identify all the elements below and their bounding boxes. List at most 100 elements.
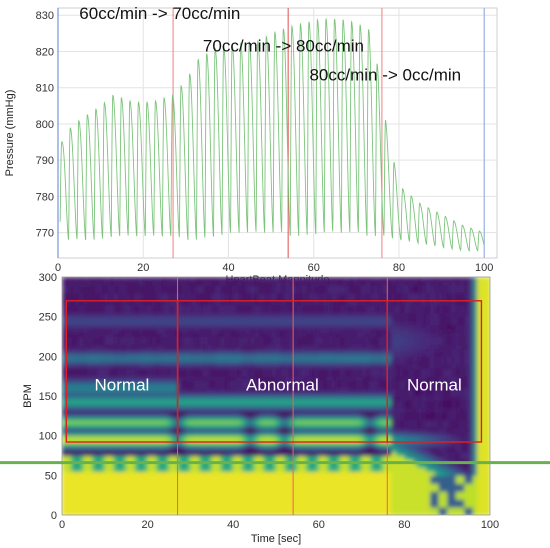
heatmap-cell [318,499,324,504]
heatmap-cell [267,443,273,449]
heatmap-cell [241,368,247,373]
heatmap-cell [387,340,393,346]
heatmap-cell [177,423,183,429]
heatmap-cell [79,296,84,302]
heatmap-cell [233,403,239,409]
heatmap-cell [203,348,209,353]
heatmap-cell [288,447,294,453]
heatmap-cell [139,384,144,389]
heatmap-cell [344,308,350,314]
heatmap-cell [340,300,346,306]
heatmap-cell [156,336,162,342]
heatmap-cell [220,360,226,365]
heatmap-cell [267,352,273,357]
heatmap-cell [160,280,166,286]
heatmap-cell [408,447,414,453]
heatmap-cell [348,495,354,500]
heatmap-cell [361,487,367,492]
heatmap-cell [284,316,290,322]
heatmap-cell [361,372,367,377]
heatmap-cell [169,380,174,385]
heatmap-cell [66,467,72,472]
heatmap-cell [288,392,294,397]
heatmap-cell [224,495,230,500]
heatmap-cell [335,451,341,457]
heatmap-cell [331,320,337,326]
heatmap-cell [323,451,328,457]
heatmap-cell [177,411,183,417]
heatmap-cell [395,288,401,294]
heatmap-cell [263,455,269,461]
heatmap-cell [263,399,269,405]
heatmap-cell [177,296,183,302]
heatmap-cell [335,407,341,413]
heatmap-cell [211,419,217,425]
heatmap-cell [391,360,397,365]
heatmap-cell [177,392,183,397]
heatmap-cell [117,336,123,342]
heatmap-cell [246,388,251,393]
heatmap-cell [387,348,393,353]
heatmap-cell [62,396,67,401]
heatmap-cell [194,288,200,294]
heatmap-cell [323,427,328,433]
heatmap-cell [305,491,311,496]
heatmap-cell [374,344,380,349]
heatmap-cell [104,443,110,449]
heatmap-cell [250,312,256,318]
heatmap-cell [335,284,341,290]
heatmap-cell [412,479,418,484]
heatmap-cell [305,308,311,314]
heatmap-cell [224,423,230,429]
heatmap-cell [198,280,204,286]
heatmap-cell [169,483,174,488]
heatmap-cell [344,467,350,472]
heatmap-cell [83,423,89,429]
heatmap-cell [134,380,140,385]
heatmap-cell [331,463,337,468]
heatmap-cell [310,423,316,429]
heatmap-cell [237,328,243,334]
heatmap-cell [126,328,132,334]
heatmap-cell [370,487,376,492]
heatmap-cell [207,423,213,429]
heatmap-cell [383,423,388,429]
heatmap-cell [395,423,401,429]
heatmap-cell [318,419,324,425]
heatmap-cell [404,356,410,361]
heatmap-cell [327,308,333,314]
heatmap-cell [91,277,97,282]
heatmap-cell [117,415,123,421]
heatmap-cell [220,384,226,389]
heatmap-cell [113,332,119,338]
heatmap-cell [156,376,162,381]
heatmap-cell [74,277,80,282]
heatmap-cell [177,376,183,381]
heatmap-cell [216,427,221,433]
heatmap-cell [305,451,311,457]
heatmap-cell [378,344,384,349]
heatmap-cell [323,296,328,302]
heatmap-cell [62,348,67,353]
heatmap-cell [314,280,320,286]
heatmap-cell [370,475,376,480]
heatmap-cell [237,407,243,413]
heatmap-cell [207,320,213,326]
heatmap-cell [378,491,384,496]
heatmap-cell [130,388,136,393]
heatmap-cell [109,284,114,290]
heatmap-cell [383,511,388,515]
heatmap-cell [181,415,187,421]
heatmap-cell [216,495,221,500]
heatmap-cell [353,419,358,425]
heatmap-cell [340,407,346,413]
heatmap-cell [331,403,337,409]
heatmap-cell [66,451,72,457]
heatmap-cell [391,455,397,461]
heatmap-cell [263,300,269,306]
heatmap-cell [126,376,132,381]
heatmap-cell [258,455,264,461]
heatmap-cell [323,324,328,330]
heatmap-cell [62,372,67,377]
heatmap-cell [344,423,350,429]
